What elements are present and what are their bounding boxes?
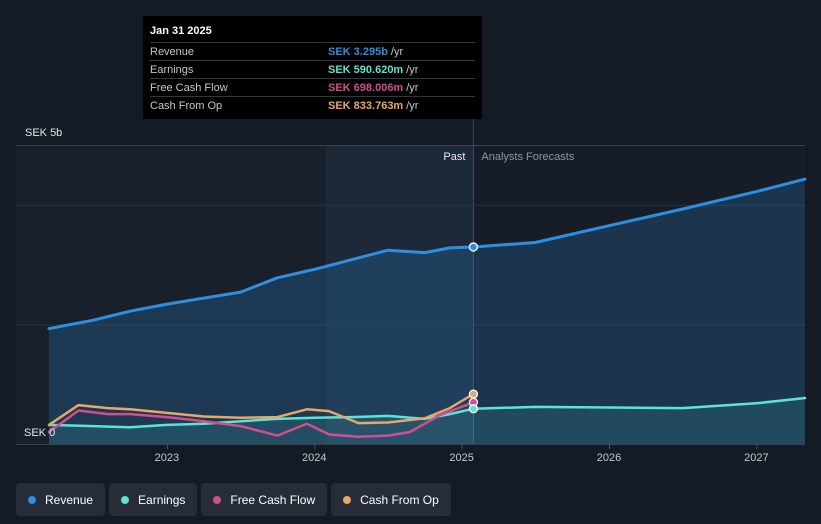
series-lines bbox=[47, 177, 807, 439]
legend-label: Free Cash Flow bbox=[230, 492, 316, 507]
tooltip-unit: /yr bbox=[390, 45, 404, 58]
free-cash-flow-line bbox=[47, 401, 475, 439]
legend-label: Cash From Op bbox=[360, 492, 439, 507]
chart: SEK 5b SEK 0 Past Analysts Forecasts 2023 202… bbox=[16, 118, 807, 464]
tooltip-value: SEK 3.295b bbox=[328, 45, 388, 58]
legend-label: Earnings bbox=[138, 492, 186, 507]
y-axis-bottom-label: SEK 0 bbox=[24, 427, 55, 439]
revenue-line bbox=[47, 177, 807, 331]
tooltip-label: Revenue bbox=[150, 45, 195, 58]
legend-item-cash-from-op[interactable]: Cash From Op bbox=[331, 483, 451, 516]
tooltip-row-free-cash-flow: Free Cash Flow SEK 698.006m /yr bbox=[150, 78, 475, 96]
forecast-label: Analysts Forecasts bbox=[481, 151, 574, 163]
x-tick-label: 2024 bbox=[302, 452, 326, 464]
tooltip-row-revenue: Revenue SEK 3.295b /yr bbox=[150, 42, 475, 60]
tooltip-value: SEK 698.006m bbox=[328, 81, 404, 94]
tooltip-unit: /yr bbox=[406, 99, 419, 112]
axis-labels: SEK 5b SEK 0 Past Analysts Forecasts 2023 202… bbox=[24, 127, 769, 464]
legend-dot-icon bbox=[28, 495, 36, 504]
cash-from-op-marker bbox=[468, 389, 479, 399]
tooltip-unit: /yr bbox=[406, 81, 419, 94]
tooltip-markers bbox=[468, 242, 479, 414]
tooltip-label: Cash From Op bbox=[150, 99, 223, 112]
highlight-region bbox=[326, 145, 474, 444]
tooltip: Jan 31 2025 Revenue SEK 3.295b /yr Earni… bbox=[143, 16, 482, 119]
grid bbox=[16, 145, 805, 449]
x-tick-label: 2026 bbox=[597, 452, 621, 464]
legend: Revenue Earnings Free Cash Flow Cash Fro… bbox=[16, 483, 451, 516]
tooltip-label: Earnings bbox=[150, 63, 194, 76]
x-tick-label: 2025 bbox=[449, 452, 473, 464]
tooltip-value: SEK 590.620m bbox=[328, 63, 404, 76]
tooltip-row-earnings: Earnings SEK 590.620m /yr bbox=[150, 60, 475, 78]
cash-from-op-line bbox=[47, 392, 475, 427]
x-tick-label: 2023 bbox=[155, 452, 179, 464]
earnings-marker bbox=[468, 404, 479, 414]
legend-label: Revenue bbox=[45, 492, 94, 507]
tooltip-unit: /yr bbox=[406, 63, 419, 76]
past-label: Past bbox=[443, 151, 465, 163]
earnings-line bbox=[47, 396, 807, 429]
revenue-marker bbox=[468, 242, 479, 252]
legend-item-revenue[interactable]: Revenue bbox=[16, 483, 106, 516]
tooltip-date: Jan 31 2025 bbox=[150, 25, 212, 37]
x-tick-label: 2027 bbox=[744, 452, 768, 464]
tooltip-value: SEK 833.763m bbox=[328, 99, 404, 112]
y-axis-top-label: SEK 5b bbox=[25, 127, 62, 139]
legend-dot-icon bbox=[213, 495, 222, 504]
legend-item-free-cash-flow[interactable]: Free Cash Flow bbox=[201, 483, 328, 516]
revenue-area bbox=[49, 179, 805, 444]
forecast-region bbox=[473, 145, 805, 444]
tooltip-row-cash-from-op: Cash From Op SEK 833.763m /yr bbox=[150, 96, 475, 114]
legend-dot-icon bbox=[343, 495, 352, 504]
chart-background bbox=[16, 118, 805, 444]
legend-dot-icon bbox=[121, 495, 130, 504]
tooltip-label: Free Cash Flow bbox=[150, 81, 228, 94]
legend-item-earnings[interactable]: Earnings bbox=[109, 483, 198, 516]
